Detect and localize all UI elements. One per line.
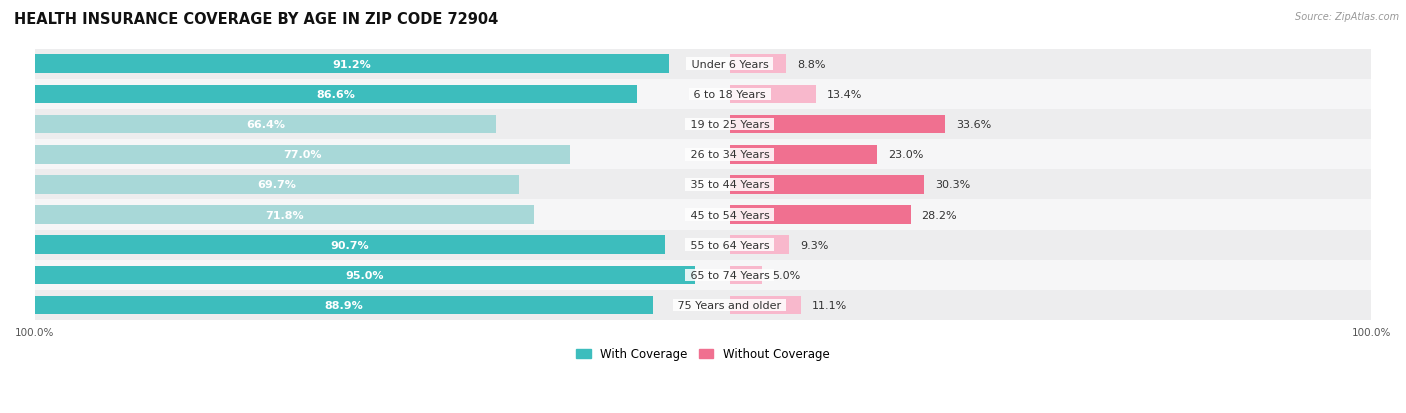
Text: 66.4%: 66.4%	[246, 120, 285, 130]
Bar	[35, 176, 519, 194]
Bar	[35, 50, 1371, 80]
Bar	[35, 200, 1371, 230]
Legend: With Coverage, Without Coverage: With Coverage, Without Coverage	[572, 343, 834, 366]
Text: HEALTH INSURANCE COVERAGE BY AGE IN ZIP CODE 72904: HEALTH INSURANCE COVERAGE BY AGE IN ZIP …	[14, 12, 498, 27]
Text: 13.4%: 13.4%	[827, 90, 862, 100]
Bar	[730, 176, 924, 194]
Bar	[35, 230, 1371, 260]
Bar	[730, 206, 911, 224]
Bar	[730, 266, 762, 285]
Bar	[35, 115, 496, 134]
Bar	[730, 236, 789, 254]
Text: 75 Years and older: 75 Years and older	[675, 300, 785, 310]
Text: 77.0%: 77.0%	[283, 150, 322, 160]
Text: 26 to 34 Years: 26 to 34 Years	[686, 150, 773, 160]
Text: 8.8%: 8.8%	[797, 59, 825, 69]
Text: Under 6 Years: Under 6 Years	[688, 59, 772, 69]
Bar	[730, 55, 786, 74]
Text: 65 to 74 Years: 65 to 74 Years	[686, 270, 773, 280]
Bar	[35, 236, 665, 254]
Text: 23.0%: 23.0%	[889, 150, 924, 160]
Bar	[35, 85, 637, 104]
Bar	[35, 80, 1371, 110]
Text: 88.9%: 88.9%	[325, 300, 363, 310]
Text: 45 to 54 Years: 45 to 54 Years	[686, 210, 773, 220]
Bar	[730, 85, 815, 104]
Text: 30.3%: 30.3%	[935, 180, 970, 190]
Bar	[35, 140, 1371, 170]
Text: 5.0%: 5.0%	[772, 270, 801, 280]
Bar	[35, 55, 669, 74]
Text: 33.6%: 33.6%	[956, 120, 991, 130]
Text: 6 to 18 Years: 6 to 18 Years	[690, 90, 769, 100]
Text: 19 to 25 Years: 19 to 25 Years	[686, 120, 773, 130]
Bar	[35, 290, 1371, 320]
Bar	[730, 115, 945, 134]
Text: 86.6%: 86.6%	[316, 90, 356, 100]
Bar	[35, 145, 569, 164]
Text: Source: ZipAtlas.com: Source: ZipAtlas.com	[1295, 12, 1399, 22]
Bar	[35, 110, 1371, 140]
Bar	[730, 296, 801, 315]
Text: 35 to 44 Years: 35 to 44 Years	[686, 180, 773, 190]
Bar	[35, 266, 695, 285]
Bar	[35, 260, 1371, 290]
Text: 71.8%: 71.8%	[264, 210, 304, 220]
Text: 28.2%: 28.2%	[921, 210, 957, 220]
Text: 90.7%: 90.7%	[330, 240, 370, 250]
Text: 55 to 64 Years: 55 to 64 Years	[686, 240, 773, 250]
Text: 91.2%: 91.2%	[332, 59, 371, 69]
Text: 95.0%: 95.0%	[346, 270, 384, 280]
Bar	[730, 145, 877, 164]
Text: 11.1%: 11.1%	[811, 300, 846, 310]
Bar	[35, 170, 1371, 200]
Bar	[35, 206, 534, 224]
Bar	[35, 296, 652, 315]
Text: 69.7%: 69.7%	[257, 180, 297, 190]
Text: 9.3%: 9.3%	[800, 240, 828, 250]
